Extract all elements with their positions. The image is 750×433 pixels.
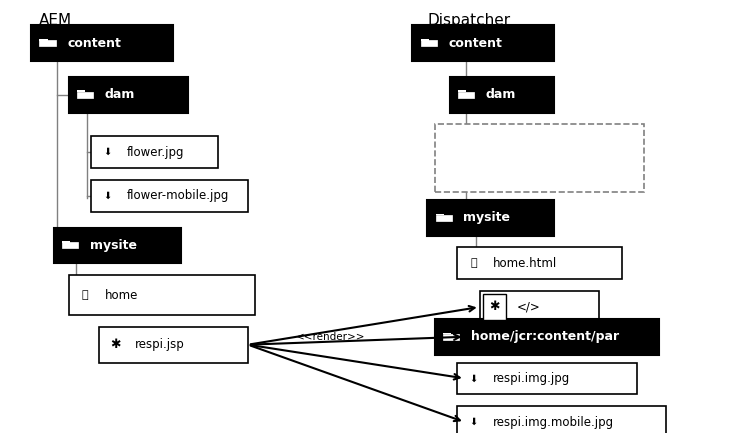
FancyBboxPatch shape (479, 291, 599, 323)
FancyBboxPatch shape (435, 124, 644, 192)
Text: 🗋: 🗋 (82, 290, 88, 300)
Text: dam: dam (104, 88, 135, 101)
Text: home/jcr:content/par: home/jcr:content/par (471, 330, 619, 343)
FancyBboxPatch shape (413, 25, 554, 61)
FancyBboxPatch shape (91, 180, 248, 212)
Text: <<render>>: <<render>> (296, 332, 365, 342)
Text: mysite: mysite (89, 239, 136, 252)
Text: ⬇: ⬇ (470, 373, 478, 384)
FancyBboxPatch shape (76, 92, 93, 97)
FancyBboxPatch shape (483, 294, 506, 320)
FancyBboxPatch shape (54, 228, 181, 263)
FancyBboxPatch shape (40, 40, 56, 46)
FancyBboxPatch shape (458, 92, 475, 97)
Text: </>: </> (517, 301, 541, 313)
FancyBboxPatch shape (62, 241, 70, 243)
FancyBboxPatch shape (421, 40, 437, 46)
Text: mysite: mysite (464, 211, 510, 224)
Text: content: content (448, 36, 502, 49)
FancyBboxPatch shape (427, 200, 554, 236)
FancyBboxPatch shape (458, 247, 622, 279)
Text: ⬇: ⬇ (104, 147, 112, 157)
FancyBboxPatch shape (40, 39, 48, 41)
Text: dam: dam (485, 88, 516, 101)
FancyBboxPatch shape (69, 77, 188, 113)
FancyBboxPatch shape (436, 213, 444, 215)
Text: Dispatcher: Dispatcher (427, 13, 511, 28)
FancyBboxPatch shape (450, 77, 554, 113)
FancyBboxPatch shape (436, 215, 452, 221)
FancyBboxPatch shape (458, 406, 667, 433)
Text: flower-mobile.jpg: flower-mobile.jpg (127, 189, 230, 202)
Text: home: home (104, 288, 138, 301)
Text: 🗋: 🗋 (470, 259, 477, 268)
Text: ✱: ✱ (110, 338, 120, 351)
Text: ⬇: ⬇ (104, 191, 112, 201)
FancyBboxPatch shape (62, 242, 78, 249)
FancyBboxPatch shape (458, 90, 466, 92)
FancyBboxPatch shape (91, 136, 218, 168)
FancyBboxPatch shape (32, 25, 173, 61)
FancyBboxPatch shape (458, 362, 637, 394)
Text: ✱: ✱ (489, 301, 500, 313)
Text: flower.jpg: flower.jpg (127, 145, 184, 159)
FancyBboxPatch shape (443, 333, 452, 334)
Text: respi.img.mobile.jpg: respi.img.mobile.jpg (493, 416, 614, 429)
FancyBboxPatch shape (76, 90, 85, 92)
FancyBboxPatch shape (421, 39, 429, 41)
Text: content: content (68, 36, 121, 49)
Text: respi.img.jpg: respi.img.jpg (493, 372, 570, 385)
FancyBboxPatch shape (98, 327, 248, 362)
Text: AEM: AEM (39, 13, 72, 28)
Text: respi.jsp: respi.jsp (134, 338, 184, 351)
Text: ⬇: ⬇ (470, 417, 478, 427)
FancyBboxPatch shape (435, 319, 659, 355)
FancyBboxPatch shape (69, 275, 256, 315)
FancyBboxPatch shape (443, 334, 460, 340)
Text: home.html: home.html (493, 257, 557, 270)
